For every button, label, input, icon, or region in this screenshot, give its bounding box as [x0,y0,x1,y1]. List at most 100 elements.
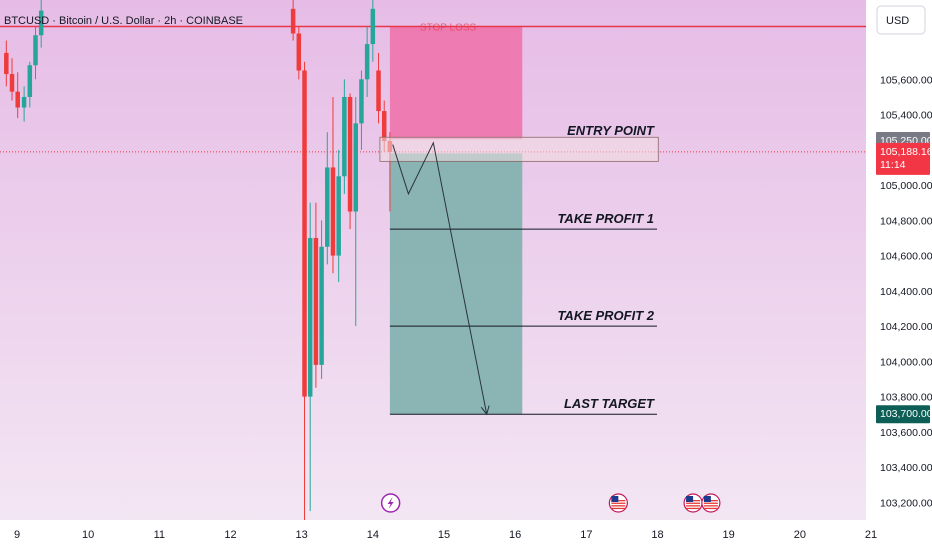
candle-down[interactable] [290,0,296,41]
y-tick-label: 105,400.00 [880,110,932,122]
candle-body [347,96,353,212]
candle-down[interactable] [4,40,9,87]
candle-body [330,167,336,256]
candle-down[interactable] [9,58,15,101]
price-axis-background [866,0,932,550]
lightning-icon[interactable] [380,493,401,513]
entry-box[interactable] [379,136,659,162]
candle-up[interactable] [364,26,370,97]
level-label: ENTRY POINT [567,123,655,138]
candle-body [15,91,20,108]
candle-up[interactable] [359,70,364,150]
candle-up[interactable] [21,86,27,122]
currency-button-label: USD [886,15,909,27]
x-tick-label: 10 [82,529,94,541]
y-tick-label: 105,000.00 [880,180,932,192]
candle-down[interactable] [330,96,336,274]
y-tick-label: 104,000.00 [880,356,932,368]
level-entry-point[interactable]: ENTRY POINT [567,123,655,138]
x-tick-label: 21 [865,529,877,541]
level-label: LAST TARGET [564,396,655,411]
candle-down[interactable] [376,52,381,124]
x-tick-label: 9 [14,529,20,541]
candle-body [353,123,359,212]
x-tick-label: 12 [224,529,236,541]
x-tick-label: 20 [794,529,806,541]
x-tick-label: 17 [580,529,592,541]
us-flag-icon[interactable] [701,493,721,513]
us-flag-icon[interactable] [608,493,628,513]
candle-body [33,35,38,66]
candle-up[interactable] [38,0,44,48]
candle-up[interactable] [27,61,33,108]
candle-body [290,8,296,34]
candle-up[interactable] [342,79,347,194]
x-tick-label: 13 [296,529,308,541]
svg-text:103,700.00: 103,700.00 [880,408,932,420]
x-tick-label: 19 [723,529,735,541]
y-tick-label: 103,800.00 [880,392,932,404]
time-axis-background [0,520,866,550]
candle-body [27,65,33,97]
projected-path [392,141,488,415]
candle-body [313,237,319,365]
candle-up[interactable] [353,96,359,327]
y-tick-label: 105,600.00 [880,74,932,86]
candle-up[interactable] [325,132,330,265]
candle-body [370,8,376,45]
svg-text:105,188.16: 105,188.16 [880,146,932,158]
x-tick-label: 14 [367,529,379,541]
level-take-profit-1[interactable]: TAKE PROFIT 1 [389,211,657,230]
last-target-badge: 103,700.00 [876,405,932,424]
candle-up[interactable] [370,0,376,62]
level-take-profit-2[interactable]: TAKE PROFIT 2 [389,308,657,327]
svg-text:11:14: 11:14 [880,159,906,171]
y-tick-label: 104,200.00 [880,321,932,333]
candle-up[interactable] [319,220,324,379]
candle-down[interactable] [302,61,307,520]
arrow-head-icon [480,405,490,416]
candle-body [325,167,330,247]
candle-body [307,237,313,397]
candle-body [9,74,15,92]
candle-down[interactable] [296,26,302,80]
target-zone[interactable] [389,153,523,415]
candle-body [302,70,307,397]
candle-body [381,111,387,142]
y-tick-label: 103,600.00 [880,427,932,439]
candle-down[interactable] [347,93,353,230]
candle-body [38,10,44,36]
y-tick-label: 104,800.00 [880,215,932,227]
currency-button[interactable]: USD [876,5,926,35]
level-last-target[interactable]: LAST TARGET [389,396,657,415]
level-label: TAKE PROFIT 2 [557,308,654,323]
stop-loss-label: STOP LOSS [420,22,477,33]
x-tick-label: 18 [651,529,663,541]
stop-loss-zone[interactable] [389,26,523,140]
us-flag-icon[interactable] [683,493,703,513]
y-tick-label: 104,600.00 [880,251,932,263]
candle-body [359,79,364,124]
y-tick-label: 103,400.00 [880,462,932,474]
x-tick-label: 15 [438,529,450,541]
candle-body [21,96,27,108]
candle-body [4,52,9,75]
level-label: TAKE PROFIT 1 [557,211,654,226]
x-tick-label: 16 [509,529,521,541]
y-tick-label: 103,200.00 [880,497,932,509]
candle-down[interactable] [15,72,20,119]
y-tick-label: 104,400.00 [880,286,932,298]
candle-down[interactable] [313,202,319,388]
candle-body [296,33,302,71]
candle-body [376,70,381,112]
candle-body [319,246,324,365]
candle-up[interactable] [307,202,313,512]
candle-up[interactable] [336,149,341,283]
symbol-title[interactable]: BTCUSD · Bitcoin / U.S. Dollar · 2h · CO… [4,15,243,27]
candle-body [342,96,347,177]
candle-body [336,176,341,256]
candle-up[interactable] [33,26,38,80]
